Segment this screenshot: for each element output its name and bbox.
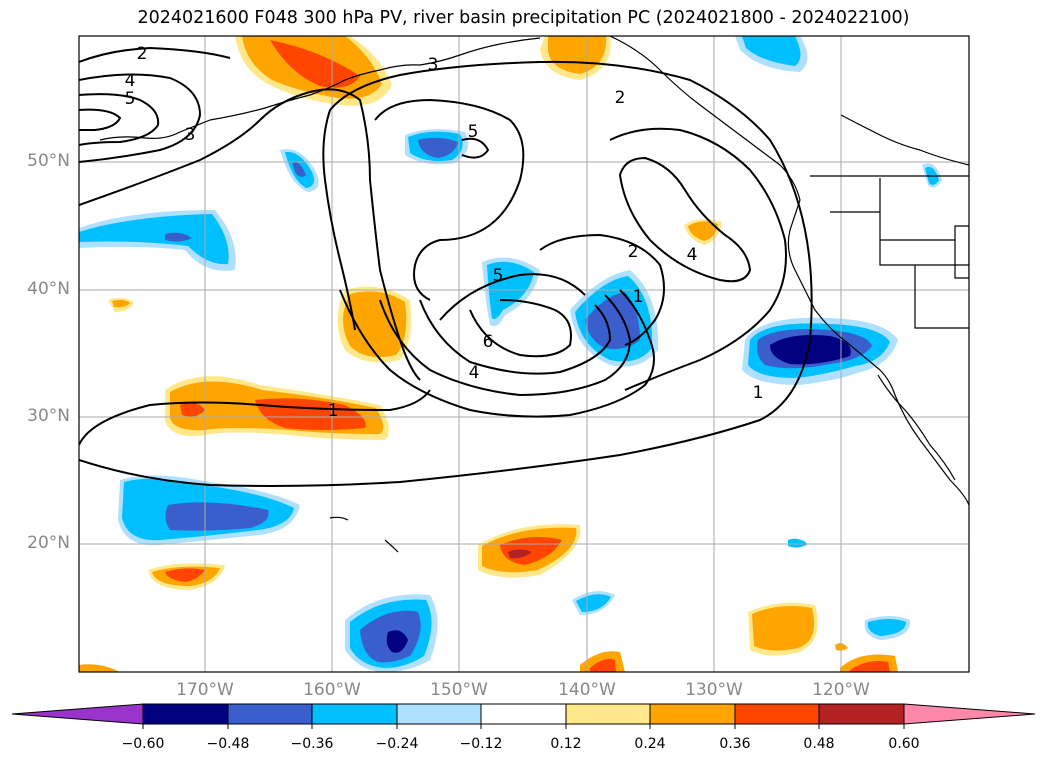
colorbar-swatch xyxy=(480,703,567,725)
lat-label: 20°N xyxy=(27,533,70,553)
contour-label: 1 xyxy=(328,401,339,421)
colorbar-tick-label: −0.36 xyxy=(290,736,334,752)
lon-label: 170°W xyxy=(176,680,234,700)
coastlines xyxy=(99,36,969,553)
colorbar xyxy=(11,703,1036,729)
colorbar-swatch xyxy=(565,703,651,725)
colorbar-swatch xyxy=(734,703,820,725)
colorbar-tick-label: −0.48 xyxy=(206,736,250,752)
contour-label: 5 xyxy=(125,89,136,109)
pv-contours xyxy=(79,46,813,487)
lon-label: 160°W xyxy=(303,680,361,700)
colorbar-swatch xyxy=(818,703,905,725)
contour-label: 5 xyxy=(468,122,479,142)
contour-label: 3 xyxy=(185,125,196,145)
lon-label: 140°W xyxy=(558,680,616,700)
colorbar-extend-low xyxy=(11,703,144,725)
colorbar-extend-high xyxy=(903,703,1036,725)
lat-label: 30°N xyxy=(27,406,70,426)
colorbar-swatch xyxy=(649,703,736,725)
lon-label: 120°W xyxy=(812,680,870,700)
lon-label: 150°W xyxy=(430,680,488,700)
contour-label: 2 xyxy=(615,88,626,108)
map-frame xyxy=(78,35,970,673)
contour-label-group: 2 4 5 3 3 5 2 2 4 5 1 6 4 1 1 xyxy=(125,44,764,421)
lon-label: 130°W xyxy=(685,680,743,700)
colorbar-swatch xyxy=(311,703,398,725)
colorbar-swatch xyxy=(396,703,482,725)
colorbar-tick-label: 0.48 xyxy=(803,736,835,752)
colorbar-tick-label: 0.60 xyxy=(888,736,920,752)
colorbar-tick-label: −0.12 xyxy=(459,736,503,752)
contour-label: 2 xyxy=(628,242,639,262)
contour-label: 4 xyxy=(125,71,136,91)
contour-label: 2 xyxy=(137,44,148,64)
contour-label: 1 xyxy=(633,287,644,307)
colorbar-tick-label: −0.24 xyxy=(375,736,419,752)
lat-label: 40°N xyxy=(27,279,70,299)
contour-label: 6 xyxy=(483,332,494,352)
colorbar-tick-label: 0.12 xyxy=(550,736,582,752)
contour-label: 4 xyxy=(687,245,698,265)
colorbar-tick-label: −0.60 xyxy=(121,736,165,752)
map-title: 2024021600 F048 300 hPa PV, river basin … xyxy=(137,8,910,28)
contour-label: 4 xyxy=(469,363,480,383)
colorbar-tick-label: 0.36 xyxy=(719,736,751,752)
contour-label: 3 xyxy=(428,55,439,75)
colorbar-tick-label: 0.24 xyxy=(634,736,666,752)
colorbar-swatch xyxy=(227,703,313,725)
lat-label: 50°N xyxy=(27,151,70,171)
contour-label: 1 xyxy=(753,383,764,403)
colorbar-swatch xyxy=(142,703,229,725)
contour-label: 5 xyxy=(493,266,504,286)
precip-pc-shading xyxy=(79,36,942,672)
